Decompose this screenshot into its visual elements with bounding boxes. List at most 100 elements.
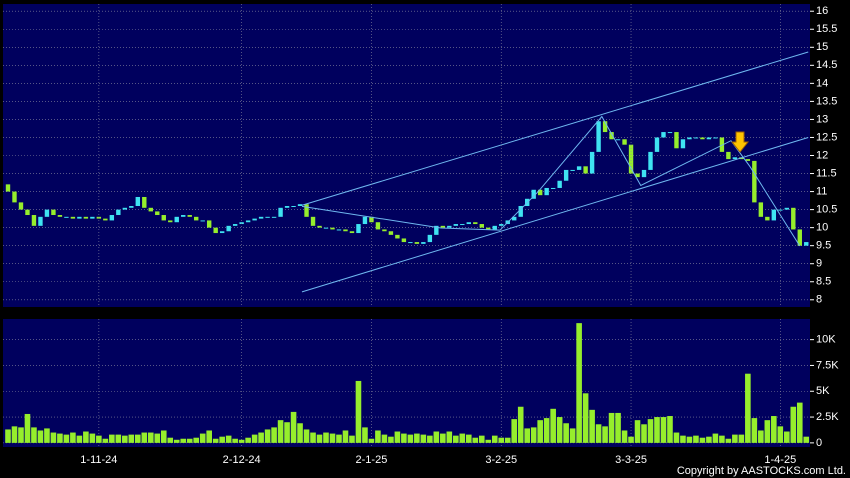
volume-bar	[576, 323, 582, 443]
volume-bar	[524, 428, 530, 443]
volume-bar	[160, 430, 167, 443]
candle	[64, 216, 69, 218]
volume-bar	[186, 438, 193, 443]
volume-bar	[453, 435, 459, 443]
candle	[583, 166, 588, 174]
volume-bar	[732, 434, 738, 443]
volume-bar	[647, 419, 654, 443]
candle	[635, 173, 640, 178]
price-panel	[3, 4, 810, 307]
volume-bar	[478, 435, 485, 443]
candle	[168, 220, 173, 223]
volume-bar	[297, 423, 303, 443]
candle	[44, 209, 50, 217]
candle	[427, 234, 433, 243]
volume-bar	[673, 432, 680, 443]
candle	[713, 137, 718, 139]
candle	[641, 169, 647, 178]
y-tick-label: 13	[816, 113, 828, 125]
volume-bar	[329, 433, 336, 443]
volume-bar	[173, 439, 180, 443]
y-tick-label: 14	[816, 77, 828, 89]
candle	[155, 211, 160, 216]
candle	[304, 204, 309, 217]
volume-bar	[517, 406, 524, 443]
candle	[440, 225, 446, 228]
volume-bar	[420, 434, 427, 443]
volume-bar	[31, 427, 37, 443]
x-tick-label: 3-2-25	[485, 454, 517, 466]
candle	[589, 151, 595, 174]
volume-bar	[621, 430, 628, 443]
candle	[395, 234, 400, 239]
candle	[784, 207, 789, 210]
volume-bar	[167, 437, 174, 443]
volume-bar	[712, 433, 719, 443]
volume-bar	[193, 437, 200, 443]
candle	[232, 224, 238, 226]
candle	[148, 207, 153, 212]
candle	[194, 216, 199, 221]
volume-bar	[381, 434, 388, 443]
volume-bar	[206, 430, 212, 443]
candle	[609, 132, 614, 140]
candle	[700, 137, 705, 140]
volume-bar	[63, 434, 70, 443]
candle	[544, 187, 549, 196]
volume-bar	[446, 431, 453, 443]
volume-bar	[764, 420, 771, 443]
volume-bar	[135, 434, 141, 443]
y-tick-label: 0	[816, 437, 822, 449]
y-tick-label: 13.5	[816, 95, 837, 107]
candle	[570, 169, 575, 171]
candle	[70, 216, 76, 219]
volume-bar	[537, 420, 543, 443]
x-tick-label: 1-11-24	[80, 454, 117, 466]
y-tick-label: 7.5K	[816, 359, 839, 371]
volume-bar	[738, 434, 745, 443]
candle	[687, 137, 692, 140]
volume-bar	[271, 427, 277, 443]
volume-bar	[491, 435, 498, 443]
candle	[369, 216, 374, 223]
candle	[122, 207, 128, 210]
candle	[758, 202, 764, 217]
volume-bar	[654, 417, 660, 443]
candle	[226, 225, 231, 232]
volume-bar	[608, 412, 615, 443]
candle	[531, 189, 536, 199]
volume-bar	[615, 412, 621, 443]
y-tick-label: 9.5	[816, 240, 831, 252]
volume-bar	[264, 429, 271, 443]
candle	[310, 216, 316, 226]
trend-line	[301, 115, 801, 247]
candle	[356, 224, 361, 234]
volume-bar	[115, 434, 122, 443]
candle	[77, 216, 82, 219]
candle	[252, 218, 257, 221]
candle	[602, 121, 608, 133]
volume-bar	[433, 431, 440, 443]
y-tick-label: 8	[816, 294, 822, 306]
candle	[18, 202, 24, 210]
y-tick-label: 15.5	[816, 23, 837, 35]
candle	[90, 216, 95, 219]
candle	[667, 132, 673, 134]
candle	[323, 227, 329, 229]
candle	[453, 224, 459, 226]
candle	[25, 209, 30, 216]
candle	[83, 216, 89, 219]
volume-bar	[323, 432, 329, 443]
candle	[661, 132, 666, 138]
copyright: Copyright by AASTOCKS.com Ltd.	[677, 465, 846, 477]
candle	[693, 137, 699, 139]
volume-bar	[5, 429, 11, 443]
candle	[622, 139, 627, 145]
candle	[486, 227, 491, 230]
volume-bar	[602, 426, 608, 443]
volume-bar	[790, 406, 797, 443]
candle	[116, 209, 121, 216]
candle	[200, 220, 205, 222]
y-tick-label: 11.5	[816, 167, 837, 179]
